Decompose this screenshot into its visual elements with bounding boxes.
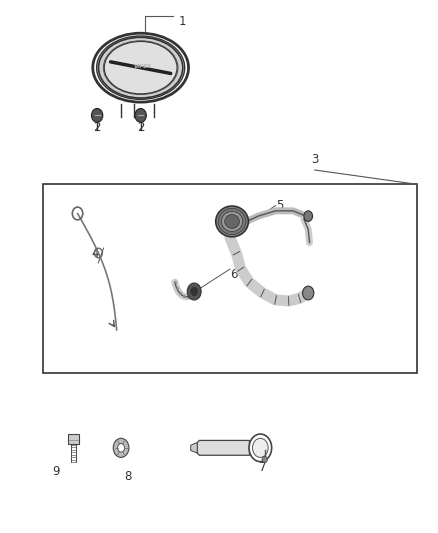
Ellipse shape: [222, 212, 243, 231]
Circle shape: [135, 109, 146, 122]
Text: 6: 6: [230, 268, 238, 281]
Polygon shape: [197, 440, 250, 455]
Text: 2: 2: [137, 121, 145, 134]
Text: 5: 5: [276, 199, 284, 212]
Circle shape: [304, 211, 313, 221]
Text: 1: 1: [178, 14, 186, 28]
Text: VIPER: VIPER: [134, 64, 152, 69]
Ellipse shape: [225, 214, 240, 228]
Bar: [67, 433, 79, 444]
Circle shape: [249, 434, 272, 462]
Circle shape: [253, 438, 268, 457]
Ellipse shape: [216, 206, 248, 237]
Ellipse shape: [97, 36, 185, 99]
Polygon shape: [191, 442, 197, 453]
Circle shape: [262, 456, 267, 463]
Ellipse shape: [218, 208, 246, 235]
Text: 7: 7: [259, 462, 266, 474]
Ellipse shape: [104, 42, 177, 94]
Circle shape: [187, 283, 201, 300]
Ellipse shape: [103, 41, 178, 94]
Circle shape: [92, 109, 103, 122]
Text: 2: 2: [93, 121, 101, 134]
Text: 4: 4: [91, 247, 99, 260]
Circle shape: [191, 287, 198, 296]
Circle shape: [303, 286, 314, 300]
Bar: [43, 184, 417, 373]
Text: 3: 3: [311, 153, 318, 166]
Text: 9: 9: [52, 465, 60, 478]
Circle shape: [113, 438, 129, 457]
Text: 8: 8: [124, 471, 131, 483]
Circle shape: [117, 443, 124, 452]
